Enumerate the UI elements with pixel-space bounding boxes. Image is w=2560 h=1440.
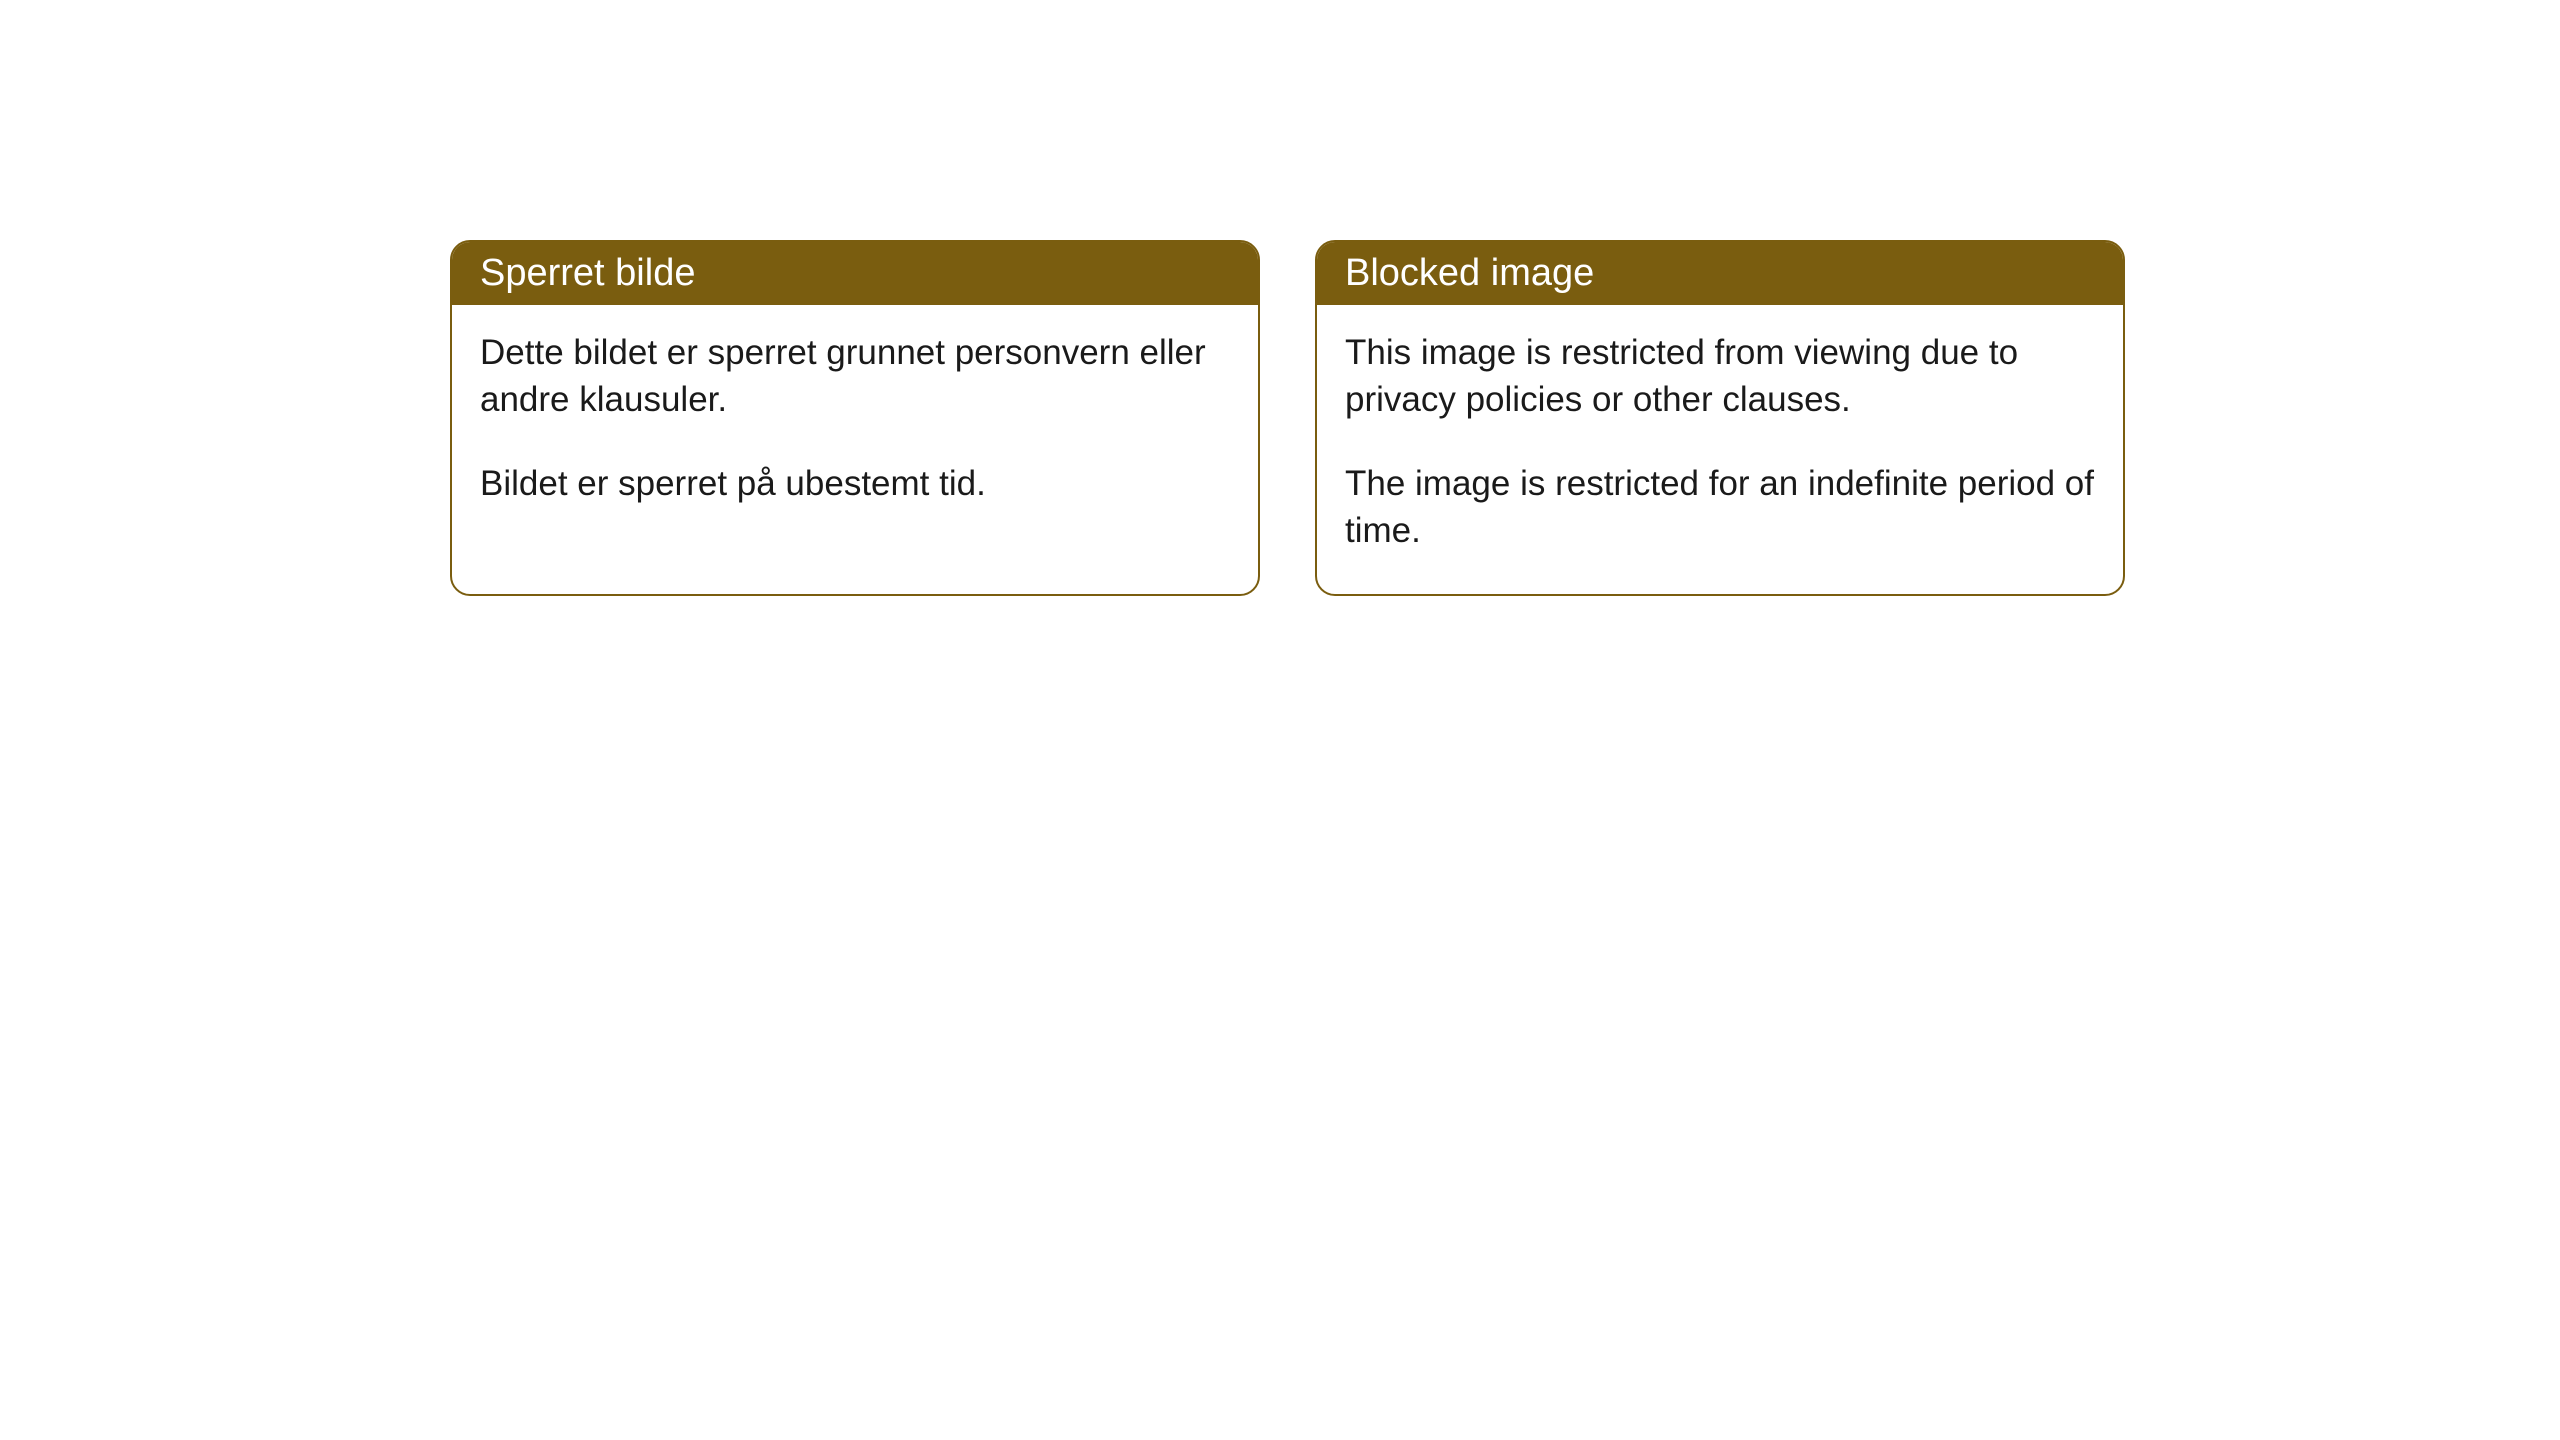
card-body: Dette bildet er sperret grunnet personve… xyxy=(452,305,1258,547)
card-header: Blocked image xyxy=(1317,242,2123,305)
card-paragraph: This image is restricted from viewing du… xyxy=(1345,329,2095,424)
card-header: Sperret bilde xyxy=(452,242,1258,305)
card-body: This image is restricted from viewing du… xyxy=(1317,305,2123,594)
notice-card-norwegian: Sperret bilde Dette bildet er sperret gr… xyxy=(450,240,1260,596)
card-title: Sperret bilde xyxy=(480,252,695,294)
notice-card-english: Blocked image This image is restricted f… xyxy=(1315,240,2125,596)
card-paragraph: Bildet er sperret på ubestemt tid. xyxy=(480,460,1230,507)
card-paragraph: Dette bildet er sperret grunnet personve… xyxy=(480,329,1230,424)
card-title: Blocked image xyxy=(1345,252,1594,294)
card-paragraph: The image is restricted for an indefinit… xyxy=(1345,460,2095,555)
notice-cards-container: Sperret bilde Dette bildet er sperret gr… xyxy=(450,240,2125,596)
